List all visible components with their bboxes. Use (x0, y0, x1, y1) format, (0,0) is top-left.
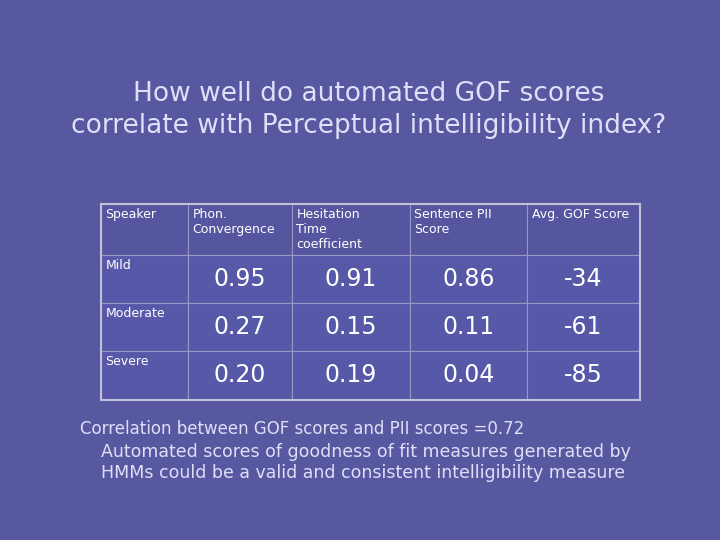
Bar (528, 255, 639, 303)
Bar (188, 352, 292, 400)
Bar (292, 352, 410, 400)
Text: 0.20: 0.20 (214, 363, 266, 387)
Text: Automated scores of goodness of fit measures generated by
HMMs could be a valid : Automated scores of goodness of fit meas… (101, 443, 631, 482)
Text: Moderate: Moderate (106, 307, 166, 320)
Text: Mild: Mild (106, 259, 131, 272)
Text: 0.95: 0.95 (214, 267, 266, 291)
Bar (410, 204, 528, 255)
Bar (292, 204, 410, 255)
Bar (410, 255, 528, 303)
Bar (101, 255, 188, 303)
Bar (528, 303, 639, 352)
Bar (292, 303, 410, 352)
Bar (101, 204, 188, 255)
Bar (528, 352, 639, 400)
Text: Phon.
Convergence: Phon. Convergence (192, 208, 275, 237)
Bar (528, 204, 639, 255)
Bar (410, 352, 528, 400)
Text: 0.91: 0.91 (325, 267, 377, 291)
Bar (188, 303, 292, 352)
Text: 0.04: 0.04 (442, 363, 495, 387)
Text: Sentence PII
Score: Sentence PII Score (414, 208, 492, 237)
Text: Correlation between GOF scores and PII scores =0.72: Correlation between GOF scores and PII s… (80, 420, 524, 438)
Text: 0.27: 0.27 (214, 315, 266, 339)
Text: 0.11: 0.11 (443, 315, 495, 339)
Text: Speaker: Speaker (106, 208, 157, 221)
Bar (410, 303, 528, 352)
Bar (292, 255, 410, 303)
Bar (188, 204, 292, 255)
Text: 0.19: 0.19 (325, 363, 377, 387)
Bar (188, 255, 292, 303)
Bar (101, 352, 188, 400)
Text: 0.86: 0.86 (442, 267, 495, 291)
Text: Severe: Severe (106, 355, 149, 368)
Text: Avg. GOF Score: Avg. GOF Score (532, 208, 629, 221)
Text: -34: -34 (564, 267, 603, 291)
Text: 0.15: 0.15 (325, 315, 377, 339)
Bar (101, 204, 639, 400)
Bar (101, 303, 188, 352)
Text: Hesitation
Time
coefficient: Hesitation Time coefficient (297, 208, 362, 251)
Text: -61: -61 (564, 315, 603, 339)
Text: -85: -85 (564, 363, 603, 387)
Text: How well do automated GOF scores
correlate with Perceptual intelligibility index: How well do automated GOF scores correla… (71, 82, 667, 139)
